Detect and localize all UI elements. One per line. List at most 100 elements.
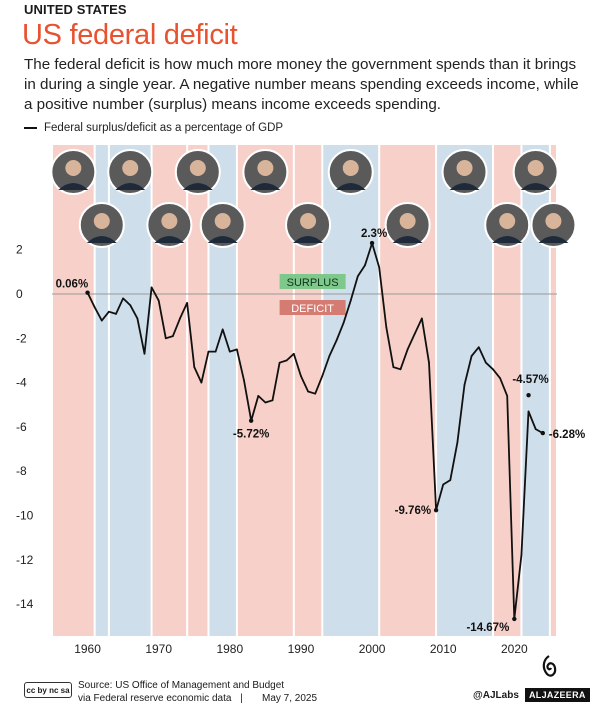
data-point bbox=[527, 410, 530, 413]
portrait-suit bbox=[293, 236, 324, 243]
data-point bbox=[157, 299, 160, 302]
data-point bbox=[442, 483, 444, 486]
portrait-face bbox=[214, 213, 231, 229]
portrait-face bbox=[161, 213, 178, 229]
data-point bbox=[534, 428, 537, 430]
x-tick-label: 2000 bbox=[359, 642, 386, 656]
y-tick-label: -4 bbox=[16, 376, 27, 390]
data-point bbox=[335, 339, 338, 342]
y-tick-label: -2 bbox=[16, 331, 27, 345]
portrait-face bbox=[456, 160, 473, 176]
portrait-face bbox=[93, 213, 110, 229]
footer: cc by nc sa Source: US Office of Managem… bbox=[0, 655, 600, 717]
data-point bbox=[278, 361, 281, 364]
portrait-face bbox=[342, 160, 359, 176]
annotation-label: -6.28% bbox=[549, 429, 585, 441]
aljazeera-logo-icon bbox=[542, 655, 557, 677]
portrait-suit bbox=[392, 236, 423, 243]
y-tick-label: -14 bbox=[16, 597, 34, 611]
x-tick-label: 2020 bbox=[501, 642, 528, 656]
data-point bbox=[264, 401, 267, 404]
presidency-band-republican bbox=[237, 145, 293, 636]
data-point bbox=[428, 361, 430, 364]
data-point bbox=[413, 333, 416, 335]
portrait-suit bbox=[492, 236, 523, 243]
data-point bbox=[421, 317, 423, 320]
annotation-marker bbox=[526, 393, 531, 398]
data-point bbox=[257, 395, 260, 397]
data-point bbox=[200, 381, 203, 384]
deficit-label-box bbox=[279, 300, 346, 315]
data-point bbox=[236, 348, 238, 351]
x-tick-label: 1990 bbox=[288, 642, 315, 656]
x-tick-label: 1960 bbox=[74, 642, 101, 656]
data-point bbox=[207, 350, 210, 353]
portrait-suit bbox=[335, 183, 366, 190]
x-tick-label: 1970 bbox=[145, 642, 172, 656]
portrait-suit bbox=[182, 183, 213, 190]
portrait-face bbox=[399, 213, 416, 229]
portrait-suit bbox=[520, 183, 551, 190]
annotation-marker bbox=[85, 290, 90, 295]
source-line-1: Source: US Office of Management and Budg… bbox=[78, 680, 285, 691]
data-point bbox=[492, 368, 494, 371]
data-point bbox=[115, 313, 117, 315]
surplus-label: SURPLUS bbox=[287, 277, 339, 289]
annotation-marker bbox=[512, 616, 517, 622]
portrait-suit bbox=[115, 183, 146, 190]
annotation-marker bbox=[369, 240, 375, 246]
aljazeera-wordmark[interactable]: ALJAZEERA bbox=[525, 688, 590, 702]
data-point bbox=[342, 321, 345, 324]
page-title: US federal deficit bbox=[22, 19, 238, 51]
data-point bbox=[385, 326, 388, 329]
data-point bbox=[378, 266, 380, 269]
portrait-suit bbox=[154, 236, 185, 243]
data-point bbox=[357, 275, 359, 278]
x-tick-label: 1980 bbox=[216, 642, 243, 656]
data-point bbox=[449, 479, 452, 481]
source-line-2: via Federal reserve economic data | bbox=[78, 693, 243, 704]
data-point bbox=[506, 395, 509, 397]
data-point bbox=[328, 355, 331, 357]
data-point bbox=[108, 310, 110, 313]
data-point bbox=[150, 286, 153, 289]
portrait-suit bbox=[86, 236, 117, 243]
ajlabs-handle[interactable]: @AJLabs bbox=[473, 690, 519, 701]
data-point bbox=[136, 317, 139, 320]
y-tick-label: -6 bbox=[16, 420, 27, 434]
data-point bbox=[93, 306, 96, 309]
data-point bbox=[271, 399, 274, 402]
annotation-label: 0.06% bbox=[56, 279, 89, 291]
x-tick-label: 2010 bbox=[430, 642, 457, 656]
surplus-label-box bbox=[279, 274, 346, 289]
data-point bbox=[193, 366, 196, 368]
data-point bbox=[349, 299, 352, 302]
footer-separator: | bbox=[240, 693, 243, 704]
presidency-band-democrat bbox=[95, 145, 108, 636]
data-point bbox=[100, 319, 103, 322]
data-point bbox=[520, 554, 523, 557]
data-point bbox=[392, 366, 395, 368]
data-point bbox=[485, 361, 487, 364]
data-point bbox=[499, 377, 501, 379]
data-point bbox=[229, 350, 231, 353]
data-point bbox=[165, 337, 167, 340]
annotation-label: -9.76% bbox=[395, 505, 431, 517]
annotation-marker bbox=[433, 507, 439, 513]
data-point bbox=[285, 359, 288, 362]
data-point bbox=[470, 355, 473, 357]
presidency-band-republican bbox=[550, 145, 556, 636]
data-point bbox=[293, 353, 295, 355]
y-tick-label: -12 bbox=[16, 553, 34, 567]
presidency-band-republican bbox=[188, 145, 208, 636]
data-point bbox=[314, 392, 316, 395]
data-point bbox=[172, 335, 174, 337]
data-point bbox=[321, 375, 324, 377]
data-point bbox=[364, 264, 366, 267]
portrait-face bbox=[189, 160, 206, 176]
page-subtitle: The federal deficit is how much more mon… bbox=[24, 56, 579, 113]
annotation-label: 2.3% bbox=[361, 228, 387, 240]
portrait-face bbox=[300, 213, 317, 229]
chart-legend: Federal surplus/deficit as a percentage … bbox=[24, 122, 283, 134]
data-point bbox=[243, 379, 245, 382]
